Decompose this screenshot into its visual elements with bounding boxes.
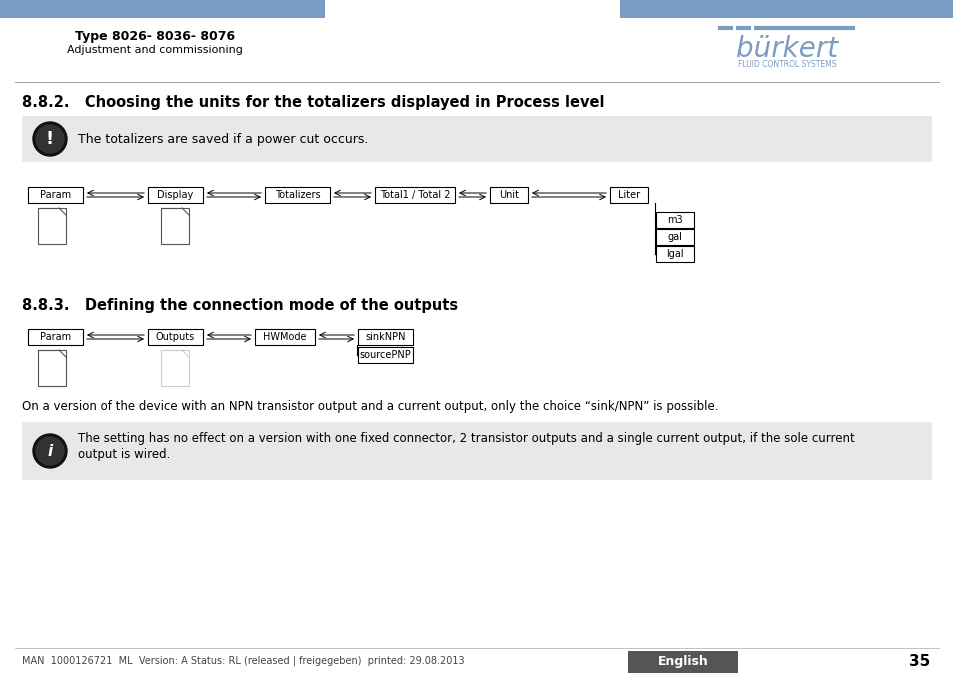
- Circle shape: [36, 437, 64, 465]
- Text: sinkNPN: sinkNPN: [365, 332, 405, 342]
- FancyBboxPatch shape: [656, 212, 693, 228]
- Text: Type 8026- 8036- 8076: Type 8026- 8036- 8076: [75, 30, 234, 43]
- Text: 35: 35: [908, 655, 929, 670]
- FancyBboxPatch shape: [357, 347, 413, 363]
- Text: gal: gal: [667, 232, 681, 242]
- Text: sourcePNP: sourcePNP: [359, 350, 411, 360]
- Text: 8.8.3.   Defining the connection mode of the outputs: 8.8.3. Defining the connection mode of t…: [22, 298, 457, 313]
- Text: bürkert: bürkert: [735, 35, 837, 63]
- Text: Outputs: Outputs: [155, 332, 195, 342]
- FancyBboxPatch shape: [619, 0, 953, 18]
- FancyBboxPatch shape: [38, 350, 66, 386]
- Text: MAN  1000126721  ML  Version: A Status: RL (released | freigegeben)  printed: 29: MAN 1000126721 ML Version: A Status: RL …: [22, 656, 464, 666]
- Text: HWMode: HWMode: [263, 332, 307, 342]
- Text: Unit: Unit: [498, 190, 518, 200]
- Text: English: English: [657, 656, 708, 668]
- Text: output is wired.: output is wired.: [78, 448, 171, 461]
- Text: FLUID CONTROL SYSTEMS: FLUID CONTROL SYSTEMS: [737, 60, 836, 69]
- Circle shape: [36, 125, 64, 153]
- Text: Param: Param: [40, 190, 71, 200]
- FancyBboxPatch shape: [254, 329, 314, 345]
- Text: On a version of the device with an NPN transistor output and a current output, o: On a version of the device with an NPN t…: [22, 400, 718, 413]
- Text: Display: Display: [157, 190, 193, 200]
- FancyBboxPatch shape: [38, 208, 66, 244]
- FancyBboxPatch shape: [656, 229, 693, 245]
- FancyBboxPatch shape: [148, 329, 203, 345]
- FancyBboxPatch shape: [28, 187, 83, 203]
- FancyBboxPatch shape: [22, 116, 931, 162]
- FancyBboxPatch shape: [148, 187, 203, 203]
- Text: Totalizers: Totalizers: [274, 190, 320, 200]
- Text: The setting has no effect on a version with one fixed connector, 2 transistor ou: The setting has no effect on a version w…: [78, 432, 854, 445]
- Text: lgal: lgal: [665, 249, 683, 259]
- FancyBboxPatch shape: [656, 246, 693, 262]
- Circle shape: [33, 122, 67, 156]
- FancyBboxPatch shape: [265, 187, 330, 203]
- Circle shape: [33, 434, 67, 468]
- Text: m3: m3: [666, 215, 682, 225]
- Text: Liter: Liter: [618, 190, 639, 200]
- Text: Param: Param: [40, 332, 71, 342]
- Text: i: i: [48, 444, 52, 458]
- FancyBboxPatch shape: [490, 187, 527, 203]
- FancyBboxPatch shape: [0, 0, 325, 18]
- Text: Total1 / Total 2: Total1 / Total 2: [379, 190, 450, 200]
- FancyBboxPatch shape: [357, 329, 413, 345]
- FancyBboxPatch shape: [22, 422, 931, 480]
- Text: !: !: [46, 130, 54, 148]
- Text: Adjustment and commissioning: Adjustment and commissioning: [67, 45, 243, 55]
- Text: The totalizers are saved if a power cut occurs.: The totalizers are saved if a power cut …: [78, 133, 368, 145]
- FancyBboxPatch shape: [161, 350, 189, 386]
- Text: 8.8.2.   Choosing the units for the totalizers displayed in Process level: 8.8.2. Choosing the units for the totali…: [22, 95, 604, 110]
- FancyBboxPatch shape: [627, 651, 738, 673]
- FancyBboxPatch shape: [161, 208, 189, 244]
- FancyBboxPatch shape: [28, 329, 83, 345]
- FancyBboxPatch shape: [609, 187, 647, 203]
- FancyBboxPatch shape: [375, 187, 455, 203]
